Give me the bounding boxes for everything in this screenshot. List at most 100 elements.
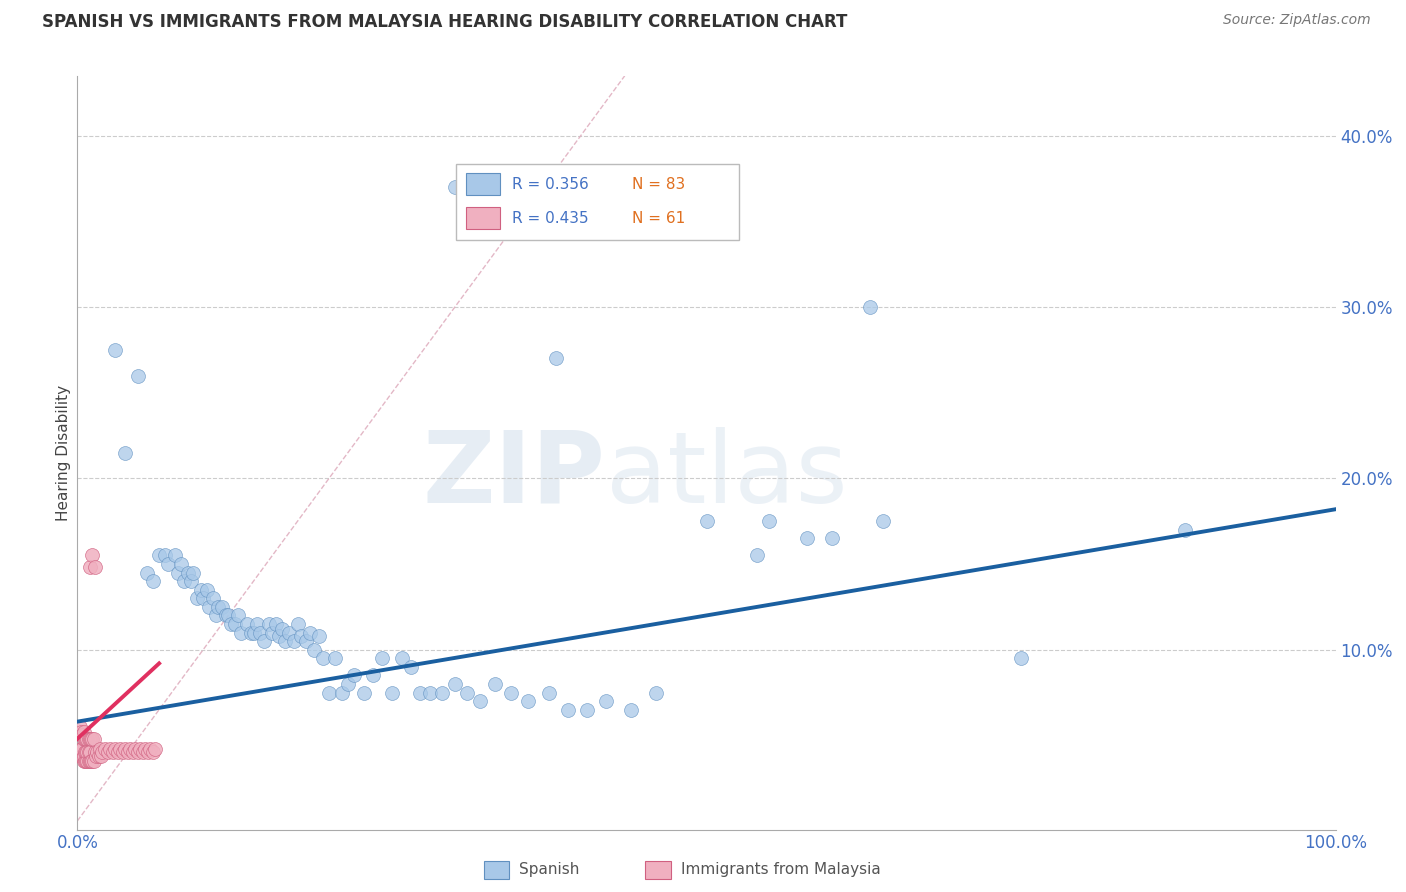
Point (371, 651, 394, 665)
Point (323, 651, 346, 665)
Text: N = 83: N = 83 (631, 177, 685, 192)
Point (84, 746, 107, 760)
Point (69, 720, 91, 734)
Point (202, 591, 225, 606)
Point (72, 748, 94, 763)
Point (127, 368, 149, 383)
Point (94, 742, 117, 756)
Point (283, 634, 305, 648)
Point (142, 746, 165, 760)
Point (82, 549, 104, 563)
Text: N = 61: N = 61 (631, 211, 685, 226)
Point (135, 566, 157, 580)
Point (79, 746, 101, 760)
Point (73, 731, 96, 746)
Point (361, 668, 384, 682)
Point (72, 725, 94, 739)
Point (101, 746, 124, 760)
Point (468, 694, 491, 708)
Point (191, 591, 215, 606)
Point (211, 599, 233, 614)
Point (224, 617, 246, 632)
Point (484, 677, 506, 691)
Point (120, 742, 142, 756)
Point (75, 731, 97, 746)
Point (195, 582, 218, 597)
Point (72, 754, 94, 768)
Point (343, 668, 366, 682)
Point (75, 746, 97, 760)
Point (516, 694, 538, 708)
Point (821, 532, 844, 546)
Point (204, 608, 226, 623)
Point (108, 742, 131, 756)
Point (79, 731, 101, 746)
Point (277, 625, 299, 640)
Point (696, 514, 718, 528)
Point (267, 629, 290, 643)
Point (84, 560, 107, 574)
Point (177, 566, 200, 580)
Point (127, 746, 149, 760)
Point (90, 748, 112, 763)
Point (77, 754, 100, 768)
Point (246, 617, 269, 632)
Point (1010, 651, 1032, 665)
Point (1174, 523, 1197, 537)
Point (80, 754, 103, 768)
Point (295, 634, 318, 648)
Point (84, 748, 107, 763)
Point (91, 746, 114, 760)
Text: SPANISH VS IMMIGRANTS FROM MALAYSIA HEARING DISABILITY CORRELATION CHART: SPANISH VS IMMIGRANTS FROM MALAYSIA HEAR… (42, 13, 848, 31)
Point (76, 731, 98, 746)
Point (96, 746, 118, 760)
Point (87, 748, 110, 763)
Point (240, 625, 263, 640)
Point (501, 685, 523, 699)
Point (419, 685, 441, 699)
Point (165, 549, 187, 563)
Point (859, 300, 882, 314)
Point (228, 608, 250, 623)
Point (142, 574, 165, 589)
Text: R = 0.435: R = 0.435 (512, 211, 589, 226)
Text: Immigrants from Malaysia: Immigrants from Malaysia (681, 863, 880, 877)
Point (408, 685, 430, 699)
Point (77, 731, 100, 746)
Point (318, 685, 340, 699)
Point (186, 591, 208, 606)
Point (236, 617, 259, 632)
Point (86, 746, 108, 760)
Point (271, 622, 294, 636)
Point (330, 685, 353, 699)
Point (82, 731, 104, 746)
Text: Source: ZipAtlas.com: Source: ZipAtlas.com (1223, 13, 1371, 28)
Point (121, 746, 143, 760)
Point (290, 629, 312, 643)
Point (111, 746, 134, 760)
Point (107, 746, 129, 760)
Point (80, 731, 103, 746)
Point (620, 703, 643, 717)
Point (381, 685, 404, 699)
Point (207, 599, 229, 614)
Point (274, 634, 297, 648)
Point (156, 557, 179, 571)
Point (229, 625, 252, 640)
Point (79, 560, 101, 574)
Point (308, 629, 330, 643)
Text: ZIP: ZIP (423, 426, 606, 524)
Point (391, 651, 413, 665)
Point (444, 180, 467, 194)
Point (89, 742, 111, 756)
Point (98, 742, 121, 756)
Point (129, 742, 152, 756)
Point (70, 725, 93, 739)
Point (557, 703, 579, 717)
Point (70, 748, 93, 763)
Point (575, 703, 598, 717)
Text: atlas: atlas (606, 426, 848, 524)
Point (73, 754, 96, 768)
Point (114, 446, 136, 460)
Point (148, 549, 170, 563)
